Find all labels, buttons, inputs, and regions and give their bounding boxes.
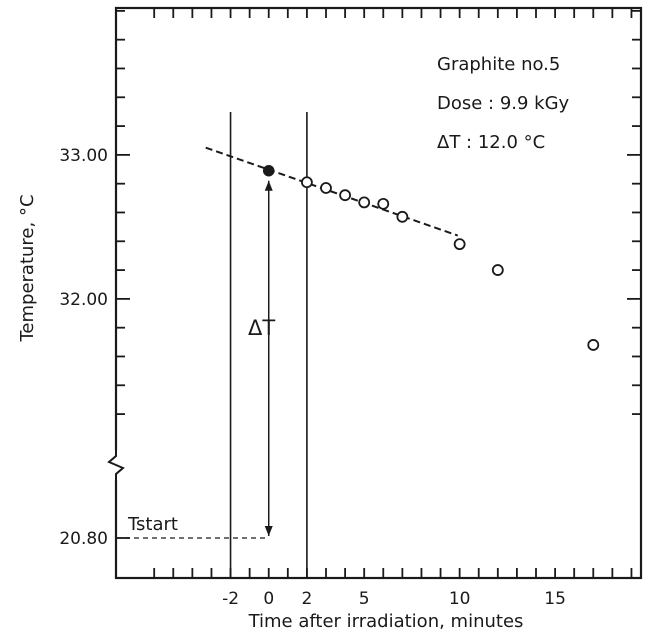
info-dose: Dose : 9.9 kGy: [437, 93, 570, 114]
data-point: [320, 182, 332, 194]
y-tick-label: 20.80: [59, 529, 108, 549]
axes-layer: -2 0 2 5 10 15 33.00 32.00 20.80: [59, 8, 641, 609]
data-point: [358, 196, 371, 209]
data-point: [587, 339, 600, 351]
data-point: [377, 197, 390, 210]
guide-layer: [116, 112, 308, 578]
delta-t-arrowhead-down: [264, 526, 273, 536]
t-start-label: Tstart: [127, 514, 178, 535]
x-axis-title: Time after irradiation, minutes: [248, 611, 524, 632]
data-point: [339, 189, 351, 202]
info-delta-t: ΔT : 12.0 °C: [437, 132, 545, 153]
data-point: [491, 264, 504, 276]
y-axis-title: Temperature, °C: [17, 194, 38, 342]
extrapolated-point: [262, 164, 275, 177]
x-tick-label: 15: [544, 589, 566, 609]
x-tick-label: 10: [449, 589, 471, 609]
x-tick-label: 5: [359, 589, 370, 609]
fit-line-dashed: [205, 146, 459, 237]
data-point: [396, 210, 409, 223]
data-point: [301, 176, 313, 189]
x-tick-label: -2: [222, 589, 239, 609]
data-point: [453, 238, 466, 251]
marks-layer: [205, 146, 600, 351]
axis-break-mark: [107, 448, 125, 482]
x-tick-label: 2: [301, 589, 312, 609]
delta-t-arrowhead-up: [264, 180, 273, 191]
y-tick-label: 33.00: [59, 146, 108, 166]
x-tick-label: 0: [263, 589, 274, 609]
delta-t-label: ΔT: [248, 316, 275, 340]
plot-frame: [114, 6, 643, 580]
y-tick-label: 32.00: [59, 290, 108, 310]
info-sample: Graphite no.5: [437, 54, 560, 75]
